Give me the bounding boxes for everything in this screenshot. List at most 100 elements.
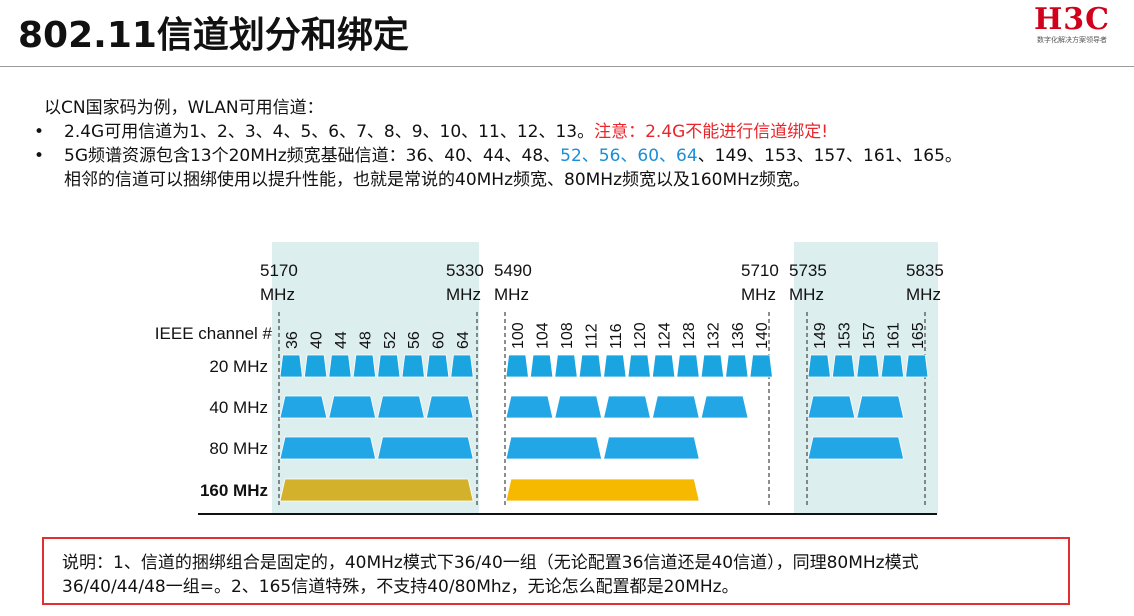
channel-block bbox=[627, 354, 651, 378]
freq-label: 5170 bbox=[260, 261, 298, 280]
channel-block bbox=[450, 354, 474, 378]
bullet-text: 2.4G可用信道为1、2、3、4、5、6、7、8、9、10、11、12、13。 bbox=[64, 122, 595, 142]
channel-number: 52 bbox=[382, 331, 399, 349]
channel-number: 128 bbox=[681, 322, 698, 349]
bullet-text-tail: 、149、153、157、161、165。 bbox=[697, 146, 962, 166]
note-line-2: 36/40/44/48一组=。2、165信道特殊，不支持40/80Mhz，无论怎… bbox=[62, 577, 739, 597]
freq-unit-label: MHz bbox=[260, 285, 295, 304]
freq-label: 5490 bbox=[494, 261, 532, 280]
channel-block bbox=[377, 395, 425, 419]
bullet-symbol: • bbox=[34, 146, 45, 166]
bullet-text-line2: 相邻的信道可以捆绑使用以提升性能，也就是常说的40MHz频宽、80MHz频宽以及… bbox=[64, 170, 810, 190]
freq-unit-label: MHz bbox=[494, 285, 529, 304]
row-label: 20 MHz bbox=[209, 357, 268, 376]
row-label: 40 MHz bbox=[209, 398, 268, 417]
note-box: 说明：1、信道的捆绑组合是固定的，40MHz模式下36/40一组（无论配置36信… bbox=[42, 537, 1070, 605]
channel-block bbox=[554, 395, 603, 419]
page-title: 802.11信道划分和绑定 bbox=[18, 15, 409, 56]
channel-block bbox=[880, 354, 905, 378]
channel-block bbox=[807, 395, 856, 419]
channel-block bbox=[279, 354, 303, 378]
channel-block bbox=[831, 354, 856, 378]
freq-label: 5330 bbox=[446, 261, 484, 280]
channel-number: 60 bbox=[431, 331, 448, 349]
channel-number: 40 bbox=[309, 331, 326, 349]
title-divider bbox=[0, 66, 1134, 67]
channel-number: 153 bbox=[837, 322, 854, 349]
channel-number: 149 bbox=[812, 322, 829, 349]
channel-number: 140 bbox=[754, 322, 771, 349]
freq-label: 5710 bbox=[741, 261, 779, 280]
channel-block bbox=[328, 354, 352, 378]
channel-number: 44 bbox=[333, 331, 350, 349]
channel-block bbox=[505, 354, 529, 378]
warning-text: 注意：2.4G不能进行信道绑定! bbox=[594, 122, 829, 142]
channel-block bbox=[279, 395, 328, 419]
channel-block bbox=[505, 478, 700, 502]
channel-block bbox=[377, 436, 474, 460]
channel-block bbox=[401, 354, 425, 378]
channel-number: 132 bbox=[705, 322, 722, 349]
freq-unit-label: MHz bbox=[906, 285, 941, 304]
note-line-1: 说明：1、信道的捆绑组合是固定的，40MHz模式下36/40一组（无论配置36信… bbox=[62, 553, 919, 573]
channel-number: 56 bbox=[406, 331, 423, 349]
bullet-text: 5G频谱资源包含13个20MHz频宽基础信道：36、40、44、48、 bbox=[64, 146, 561, 166]
freq-label: 5735 bbox=[789, 261, 827, 280]
channel-block bbox=[529, 354, 554, 378]
channel-number: 165 bbox=[910, 322, 927, 349]
logo-subtitle: 数字化解决方案领导者 bbox=[1037, 36, 1107, 44]
channel-number: 112 bbox=[583, 323, 600, 349]
channel-number: 124 bbox=[657, 322, 674, 349]
channel-number: 64 bbox=[455, 331, 472, 349]
channel-block bbox=[700, 395, 749, 419]
h3c-logo: H3C 数字化解决方案领导者 bbox=[1024, 4, 1120, 45]
channel-block bbox=[505, 395, 554, 419]
channel-block bbox=[505, 436, 603, 460]
channel-number: 116 bbox=[608, 323, 625, 349]
channel-block bbox=[377, 354, 401, 378]
bullet-list: • 2.4G可用信道为1、2、3、4、5、6、7、8、9、10、11、12、13… bbox=[30, 120, 1110, 192]
channel-block bbox=[807, 436, 905, 460]
channel-block bbox=[856, 395, 905, 419]
bullet-symbol: • bbox=[34, 122, 45, 142]
channel-block bbox=[651, 395, 700, 419]
channel-block bbox=[603, 354, 627, 378]
channel-block bbox=[578, 354, 603, 378]
channel-block bbox=[279, 436, 377, 460]
channel-block bbox=[425, 354, 450, 378]
freq-unit-label: MHz bbox=[741, 285, 776, 304]
channel-block bbox=[279, 478, 474, 502]
logo-mark: H3C bbox=[1033, 2, 1111, 37]
channel-block bbox=[425, 395, 474, 419]
channel-block bbox=[328, 395, 377, 419]
freq-unit-label: MHz bbox=[446, 285, 481, 304]
row-label: 160 MHz bbox=[200, 481, 268, 500]
channel-block bbox=[700, 354, 725, 378]
channel-block bbox=[651, 354, 676, 378]
channel-block bbox=[352, 354, 377, 378]
freq-unit-label: MHz bbox=[789, 285, 824, 304]
channel-number: 48 bbox=[357, 331, 374, 349]
channel-number: 100 bbox=[510, 322, 527, 349]
channel-number: 120 bbox=[632, 322, 649, 349]
highlight-channels: 52、56、60、64 bbox=[560, 146, 698, 166]
channel-number: 104 bbox=[535, 322, 552, 349]
channel-block bbox=[603, 395, 651, 419]
bullet-item-24g: • 2.4G可用信道为1、2、3、4、5、6、7、8、9、10、11、12、13… bbox=[30, 120, 1110, 144]
channel-number: 161 bbox=[885, 322, 902, 349]
channel-block bbox=[554, 354, 578, 378]
bullet-item-5g: • 5G频谱资源包含13个20MHz频宽基础信道：36、40、44、48、52、… bbox=[30, 144, 1110, 192]
channel-block bbox=[749, 354, 773, 378]
channel-block bbox=[303, 354, 328, 378]
shaded-band-0 bbox=[272, 242, 479, 514]
ieee-channel-label: IEEE channel # bbox=[155, 324, 273, 343]
channel-block bbox=[905, 354, 929, 378]
channel-number: 108 bbox=[559, 322, 576, 349]
freq-label: 5835 bbox=[906, 261, 944, 280]
row-label: 80 MHz bbox=[209, 439, 268, 458]
channel-block bbox=[603, 436, 700, 460]
channel-block bbox=[676, 354, 700, 378]
channel-number: 157 bbox=[861, 322, 878, 349]
channel-block bbox=[856, 354, 880, 378]
